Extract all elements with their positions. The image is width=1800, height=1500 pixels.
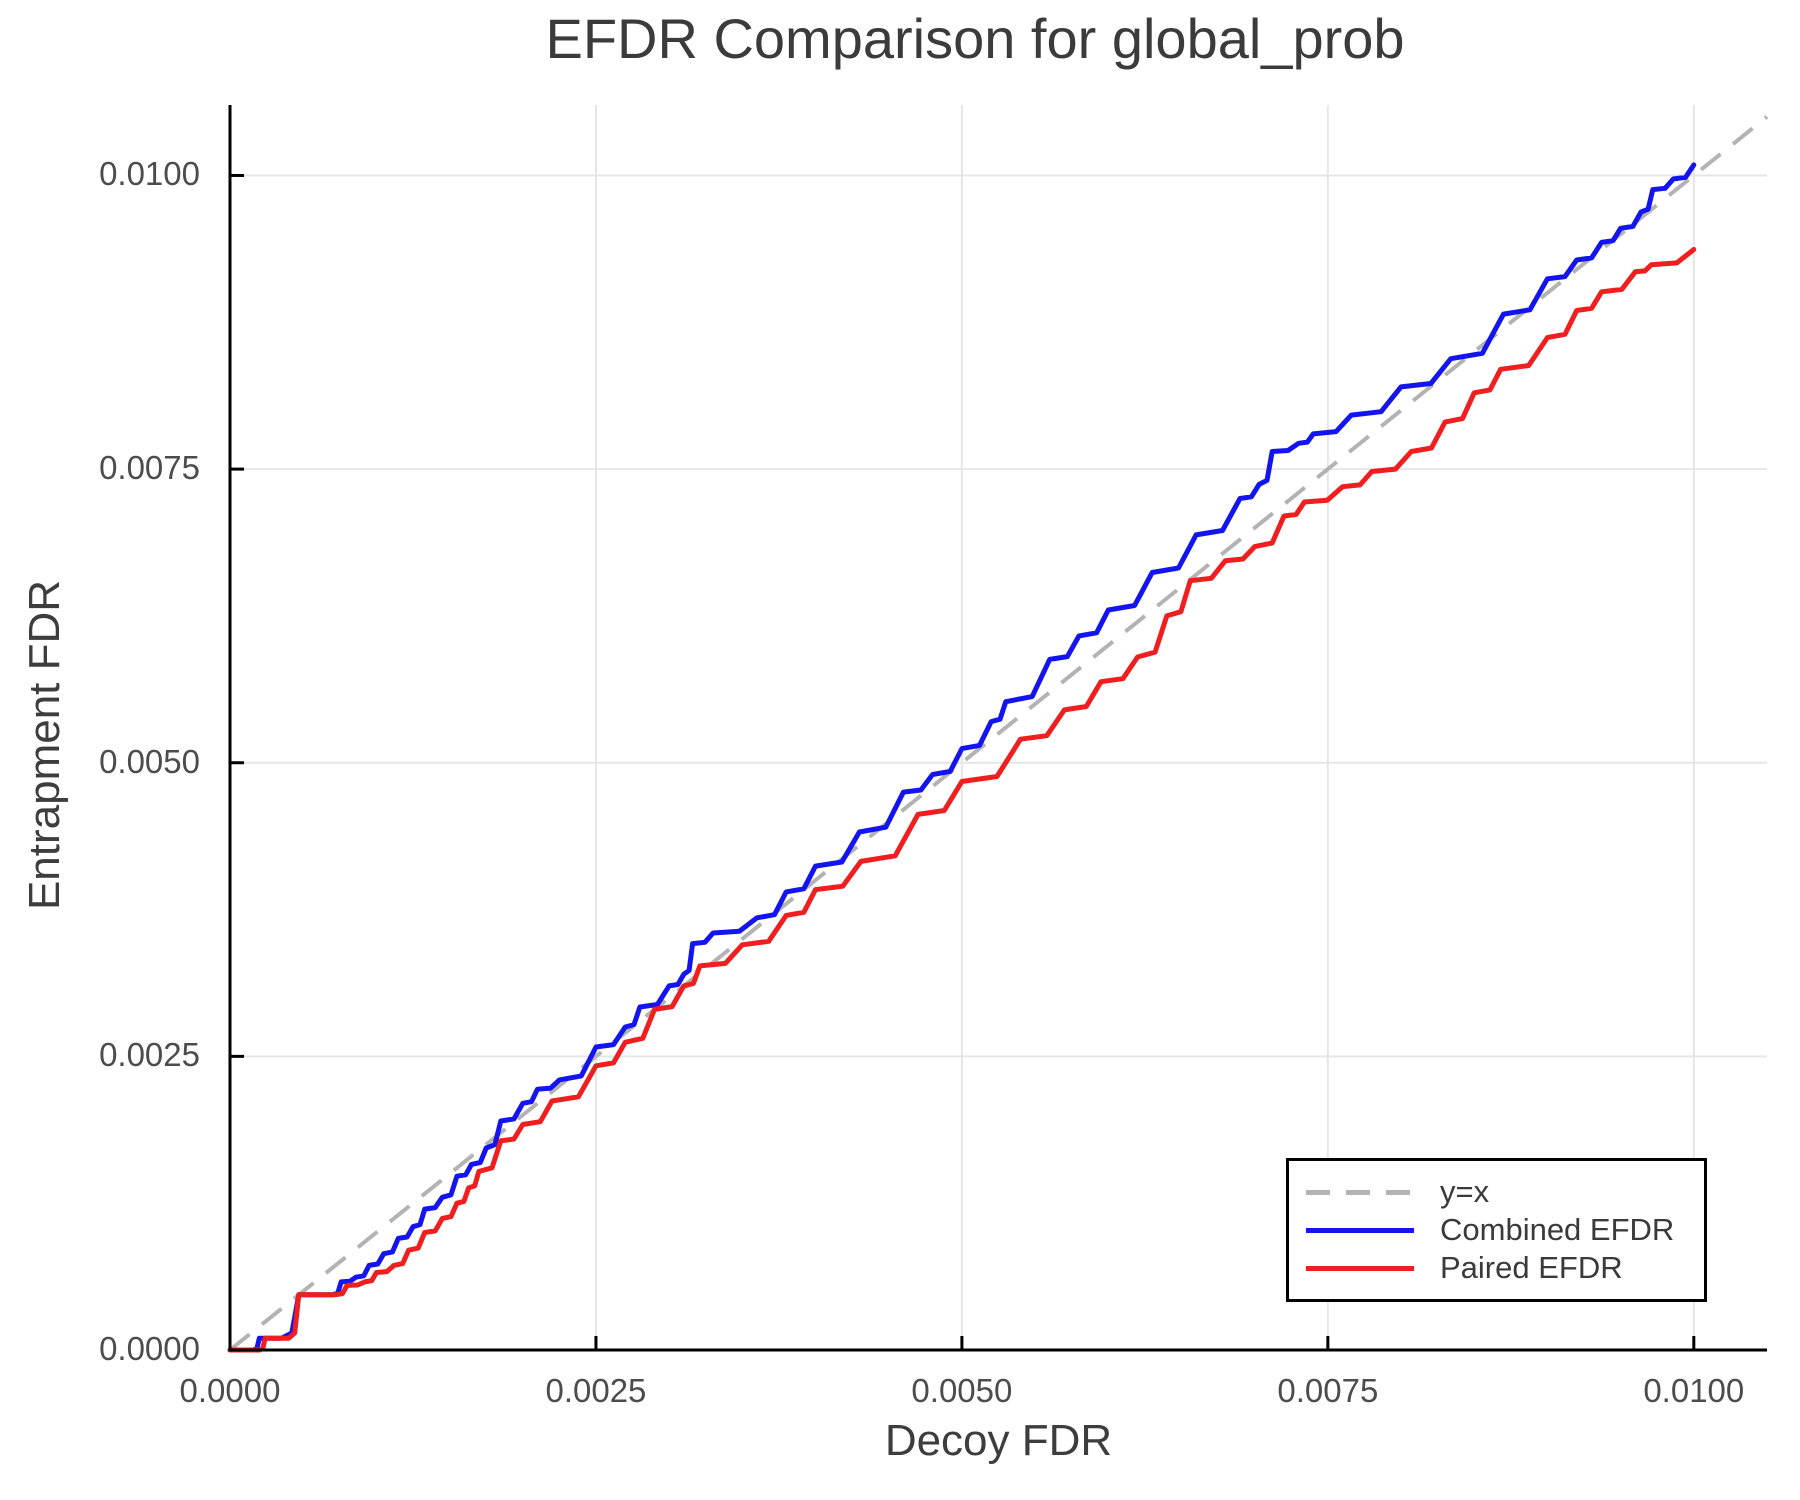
chart-title: EFDR Comparison for global_prob	[545, 7, 1405, 70]
combined-efdr-line-sample	[1306, 1227, 1414, 1233]
identity-line	[228, 115, 1769, 1352]
x-tick-label: 0.0025	[545, 1372, 647, 1409]
y-tick-label: 0.0075	[99, 449, 200, 487]
x-tick-label: 0.0100	[1643, 1372, 1745, 1409]
y-tick-label: 0.0000	[99, 1330, 200, 1367]
legend-item-identity: y=x	[1306, 1173, 1704, 1211]
y-tick-label: 0.0025	[99, 1036, 200, 1074]
legend-label-combined-efdr: Combined EFDR	[1440, 1212, 1675, 1247]
x-axis-label: Decoy FDR	[884, 1416, 1113, 1465]
legend: y=x Combined EFDR Paired EFDR	[1286, 1158, 1707, 1302]
legend-item-combined-efdr: Combined EFDR	[1306, 1211, 1704, 1249]
legend-label-identity: y=x	[1440, 1174, 1490, 1209]
x-tick-label: 0.0000	[179, 1372, 281, 1409]
y-tick-label: 0.0100	[99, 155, 200, 193]
y-tick-label: 0.0050	[99, 742, 200, 780]
identity-line-sample	[1306, 1189, 1414, 1195]
legend-item-paired-efdr: Paired EFDR	[1306, 1249, 1704, 1287]
legend-label-paired-efdr: Paired EFDR	[1440, 1250, 1623, 1285]
paired-efdr-line	[227, 247, 1697, 1353]
paired-efdr-line-sample	[1306, 1265, 1414, 1271]
combined-efdr-line	[227, 162, 1697, 1353]
x-tick-label: 0.0075	[1277, 1372, 1379, 1409]
x-tick-label: 0.0050	[911, 1372, 1013, 1409]
